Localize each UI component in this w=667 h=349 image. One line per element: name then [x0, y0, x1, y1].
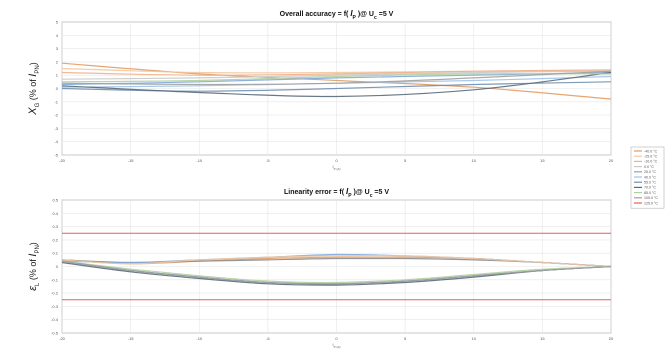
- legend-label: -25.0 °C: [644, 155, 658, 159]
- x-tick-label: 15: [540, 336, 545, 341]
- x-tick-label: 20: [609, 158, 614, 163]
- x-tick-label: -5: [266, 158, 270, 163]
- title-subscript: P: [353, 15, 357, 21]
- y-tick-label: -4: [54, 139, 58, 144]
- x-label-symbol: I: [333, 342, 334, 347]
- legend-label: 85.0 °C: [644, 191, 656, 195]
- legend-label: 0.0 °C: [644, 165, 654, 169]
- y-tick-label: 2: [56, 59, 59, 64]
- y-label-subscript: G: [35, 102, 41, 107]
- series-line: [61, 69, 612, 76]
- y-label-subscript: PN: [35, 65, 41, 73]
- y-label-subscript: PN: [35, 245, 41, 253]
- series-line: [61, 62, 612, 100]
- title-text: =5 V: [377, 11, 394, 18]
- x-axis-label: IP (A): [333, 164, 341, 171]
- y-tick-label: 1: [56, 73, 59, 78]
- x-tick-label: 5: [404, 336, 407, 341]
- y-tick-label: -0.2: [51, 291, 59, 296]
- legend: -40.0 °C -25.0 °C-10.0 °C0.0 °C25.0 °C40.…: [630, 146, 665, 209]
- title-text: Linearity error = f(: [284, 189, 346, 196]
- series-line: [61, 70, 612, 80]
- y-tick-label: 0.5: [52, 198, 58, 203]
- y-tick-label: 0.4: [52, 211, 58, 216]
- series-line: [61, 260, 612, 285]
- legend-label: 125.0 °C: [644, 201, 658, 205]
- legend-label: -40.0 °C: [644, 149, 658, 153]
- series-line: [61, 71, 612, 98]
- x-tick-label: 0: [335, 158, 338, 163]
- y-label-symbol: ε: [27, 286, 39, 291]
- legend-label: 70.0 °C: [644, 186, 656, 190]
- series-line: [61, 73, 612, 83]
- y-tick-label: -1: [54, 99, 58, 104]
- x-tick-label: 10: [472, 336, 477, 341]
- y-tick-label: -2: [54, 113, 58, 118]
- y-tick-label: -5: [54, 153, 58, 158]
- y-tick-label: 0: [56, 264, 59, 269]
- x-label-subscript: P (A): [334, 345, 341, 349]
- x-tick-label: -15: [128, 336, 135, 341]
- plot-title: Overall accuracy = f( IP )@ Uc =5 V: [280, 9, 394, 21]
- legend-label: -10.0 °C: [644, 160, 658, 164]
- y-label-text: (% of: [28, 77, 38, 103]
- y-tick-label: 4: [56, 33, 59, 38]
- legend-label: 55.0 °C: [644, 181, 656, 185]
- x-tick-label: -15: [128, 158, 135, 163]
- x-label-subscript: P (A): [334, 167, 341, 171]
- y-tick-label: -0.4: [51, 317, 59, 322]
- y-tick-label: 0: [56, 86, 59, 91]
- x-axis-label: IP (A): [333, 342, 341, 349]
- title-text: )@ U: [352, 189, 370, 196]
- x-tick-label: 20: [609, 336, 614, 341]
- linearity-error-plot: Linearity error = f( IP )@ Uc =5 V-20 -15…: [27, 187, 614, 349]
- x-tick-label: -10: [196, 336, 203, 341]
- y-label-symbol: X: [27, 107, 39, 116]
- title-symbol: I: [350, 9, 353, 18]
- x-tick-label: -5: [266, 336, 270, 341]
- x-tick-label: 5: [404, 158, 407, 163]
- y-label-subscript: L: [35, 282, 41, 286]
- y-tick-label: 0.2: [52, 237, 58, 242]
- y-label-text: ): [28, 242, 38, 245]
- x-label-symbol: I: [333, 164, 334, 169]
- legend-label: 105.0 °C: [644, 196, 658, 200]
- x-tick-label: -20: [59, 336, 66, 341]
- y-tick-label: -0.1: [51, 277, 59, 282]
- title-text: Overall accuracy = f(: [280, 11, 351, 18]
- title-text: =5 V: [372, 189, 389, 196]
- y-axis-label: εL (% of IPN): [27, 242, 41, 291]
- x-tick-label: -10: [196, 158, 203, 163]
- series-line: [61, 254, 612, 268]
- legend-label: 25.0 °C: [644, 170, 656, 174]
- x-tick-label: 10: [472, 158, 477, 163]
- y-tick-label: -0.3: [51, 304, 59, 309]
- title-text: )@ U: [356, 11, 374, 18]
- x-tick-label: 15: [540, 158, 545, 163]
- x-tick-label: 0: [335, 336, 338, 341]
- overall-accuracy-plot: Overall accuracy = f( IP )@ Uc =5 V-20 -1…: [27, 9, 614, 171]
- plot-title: Linearity error = f( IP )@ Uc =5 V: [284, 187, 389, 199]
- y-tick-label: 0.3: [52, 224, 58, 229]
- title-symbol: I: [346, 187, 349, 196]
- y-label-symbol: I: [27, 74, 39, 77]
- y-tick-label: 0.1: [52, 251, 58, 256]
- y-tick-label: -3: [54, 126, 58, 131]
- title-subscript: P: [348, 193, 352, 199]
- x-tick-label: -20: [59, 158, 66, 163]
- title-subscript: c: [374, 15, 377, 21]
- y-axis-label: XG (% of IPN): [27, 62, 41, 115]
- y-label-text: ): [28, 62, 38, 65]
- y-tick-label: -0.5: [51, 331, 59, 336]
- y-tick-label: 3: [56, 46, 59, 51]
- y-tick-label: 5: [56, 20, 59, 25]
- series-line: [61, 71, 612, 86]
- series-line: [61, 260, 612, 284]
- y-label-text: (% of: [28, 257, 38, 283]
- series-line: [61, 70, 612, 86]
- title-subscript: c: [370, 193, 373, 199]
- legend-label: 40.0 °C: [644, 175, 656, 179]
- y-label-symbol: I: [27, 254, 39, 257]
